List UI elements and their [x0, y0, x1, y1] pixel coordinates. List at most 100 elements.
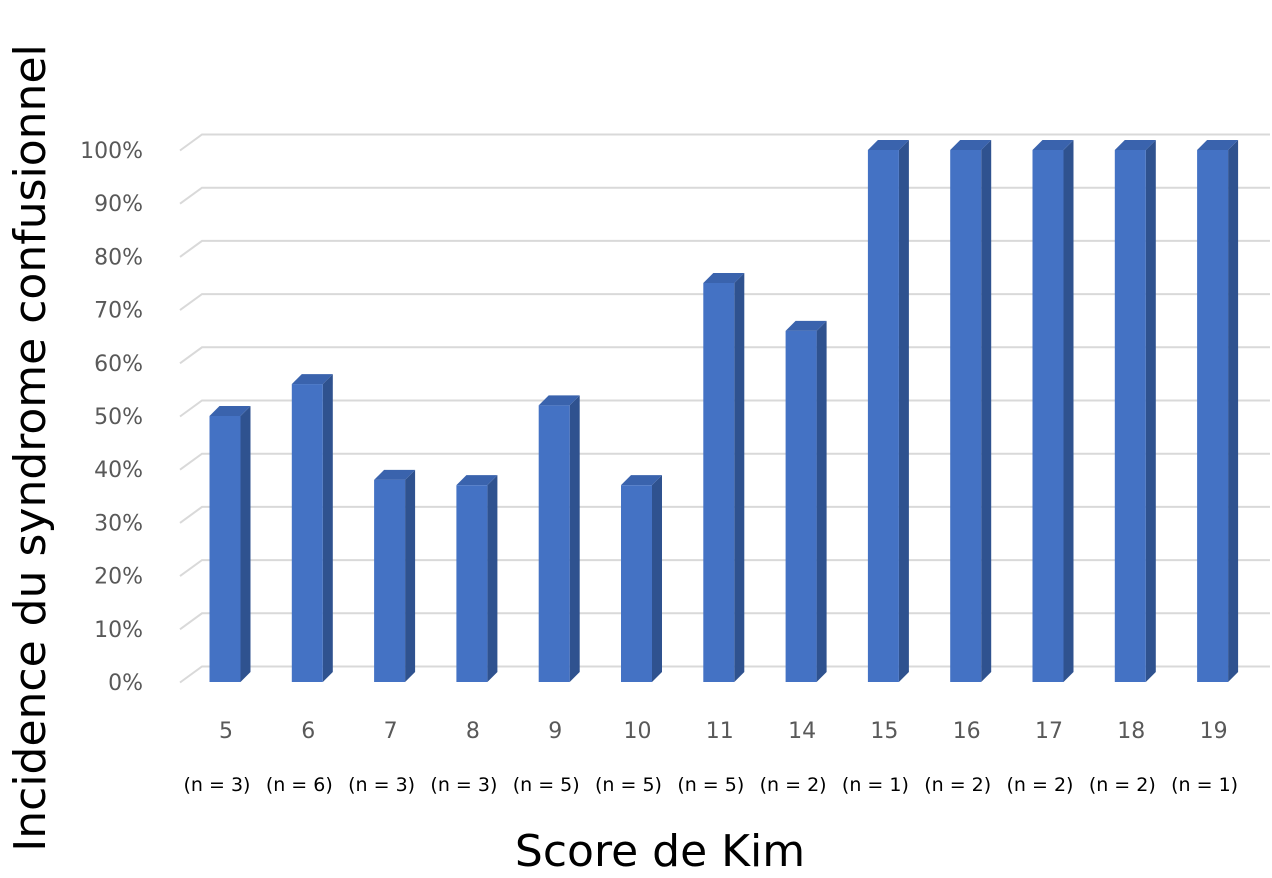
bar-front-face — [209, 416, 241, 682]
bar — [374, 469, 416, 682]
bar — [1197, 140, 1239, 682]
bar-side-face — [569, 395, 580, 682]
bar-front-face — [538, 405, 570, 682]
bar-side-face — [322, 374, 333, 682]
gridlines — [179, 133, 1270, 684]
sample-size-label: (n = 5) — [595, 774, 662, 796]
bars — [209, 140, 1239, 682]
bar — [1032, 140, 1074, 682]
y-tick-label: 0% — [108, 671, 143, 696]
y-tick-label: 100% — [80, 139, 143, 164]
gridline — [179, 346, 1270, 365]
y-tick-label: 10% — [94, 618, 143, 643]
x-axis-categories: 5 6 7 8 9 10 11 14 15 16 17 18 19 — [219, 719, 1228, 744]
bar-side-face — [652, 475, 662, 682]
bar — [950, 140, 992, 682]
sample-size-label: (n = 2) — [760, 774, 827, 796]
bar-side-face — [487, 475, 498, 682]
gridline — [179, 399, 1270, 418]
bar-side-face — [734, 273, 745, 682]
sample-size-label: (n = 6) — [266, 774, 333, 796]
x-tick-label: 9 — [548, 719, 562, 744]
y-tick-label: 20% — [94, 565, 143, 590]
x-axis-title: Score de Kim — [515, 826, 805, 877]
x-tick-label: 10 — [624, 719, 652, 744]
sample-size-label: (n = 2) — [1007, 774, 1074, 796]
bar-side-face — [405, 469, 416, 682]
bar-top-face — [374, 469, 416, 480]
bar-front-face — [785, 330, 817, 682]
bar-side-face — [240, 406, 251, 682]
y-tick-label: 80% — [94, 245, 143, 270]
gridline — [179, 186, 1270, 205]
gridline — [179, 133, 1270, 152]
bar-top-face — [950, 140, 992, 150]
y-axis-ticks: 0% 10% 20% 30% 40% 50% 60% 70% 80% 90% 100% — [80, 139, 143, 696]
bar-front-face — [374, 479, 406, 682]
sample-size-label: (n = 1) — [1171, 774, 1238, 796]
sample-size-label: (n = 1) — [842, 774, 909, 796]
gridline — [179, 505, 1270, 524]
y-tick-label: 30% — [94, 511, 143, 536]
x-tick-label: 5 — [219, 719, 233, 744]
gridline — [179, 665, 1270, 684]
bar-top-face — [1197, 140, 1239, 150]
sample-size-label: (n = 2) — [924, 774, 991, 796]
bar-side-face — [1063, 140, 1074, 682]
bar-top-face — [456, 475, 498, 486]
gridline — [179, 559, 1270, 577]
sample-size-label: (n = 3) — [184, 774, 251, 796]
bar-top-face — [291, 374, 333, 385]
x-tick-label: 19 — [1200, 719, 1228, 744]
y-axis-title: Incidence du syndrome confusionnel — [5, 44, 56, 851]
gridline — [179, 293, 1270, 311]
bar-front-face — [291, 384, 323, 682]
x-tick-label: 16 — [953, 719, 981, 744]
bar-side-face — [816, 320, 827, 682]
x-tick-label: 14 — [788, 719, 816, 744]
x-tick-label: 11 — [706, 719, 734, 744]
bar-side-face — [981, 140, 992, 682]
bar-side-face — [1228, 140, 1239, 682]
bar-front-face — [621, 485, 652, 682]
x-axis-sample-sizes: (n = 3) (n = 6) (n = 3) (n = 3) (n = 5) (n = … — [184, 774, 1239, 796]
bar-top-face — [703, 273, 745, 283]
x-tick-label: 17 — [1035, 719, 1063, 744]
bar — [456, 475, 498, 682]
bar-front-face — [950, 150, 982, 682]
bar-front-face — [867, 150, 899, 682]
x-tick-label: 15 — [870, 719, 898, 744]
sample-size-label: (n = 5) — [677, 774, 744, 796]
bar — [209, 406, 251, 682]
x-tick-label: 8 — [466, 719, 480, 744]
bar — [703, 273, 745, 682]
sample-size-label: (n = 5) — [513, 774, 580, 796]
bar-front-face — [1114, 150, 1146, 682]
bar-top-face — [785, 320, 827, 331]
x-tick-label: 6 — [301, 719, 315, 744]
bar-front-face — [1197, 150, 1229, 682]
sample-size-label: (n = 3) — [430, 774, 497, 796]
bar-front-face — [1032, 150, 1064, 682]
bar-top-face — [538, 395, 580, 406]
x-tick-label: 18 — [1117, 719, 1145, 744]
bar-top-face — [867, 140, 909, 150]
x-tick-label: 7 — [384, 719, 398, 744]
y-tick-label: 70% — [94, 299, 143, 324]
bar-front-face — [456, 485, 488, 682]
sample-size-label: (n = 3) — [348, 774, 415, 796]
bar — [785, 320, 827, 682]
y-tick-label: 40% — [94, 458, 143, 483]
bar-side-face — [1145, 140, 1156, 682]
bar — [621, 475, 662, 682]
bar-top-face — [1114, 140, 1156, 150]
bar-side-face — [898, 140, 909, 682]
y-tick-label: 90% — [94, 192, 143, 217]
bar — [291, 374, 333, 682]
bar — [538, 395, 580, 682]
bar — [1114, 140, 1156, 682]
bar — [867, 140, 909, 682]
gridline — [179, 239, 1270, 258]
bar-top-face — [1032, 140, 1074, 150]
y-tick-label: 50% — [94, 405, 143, 430]
